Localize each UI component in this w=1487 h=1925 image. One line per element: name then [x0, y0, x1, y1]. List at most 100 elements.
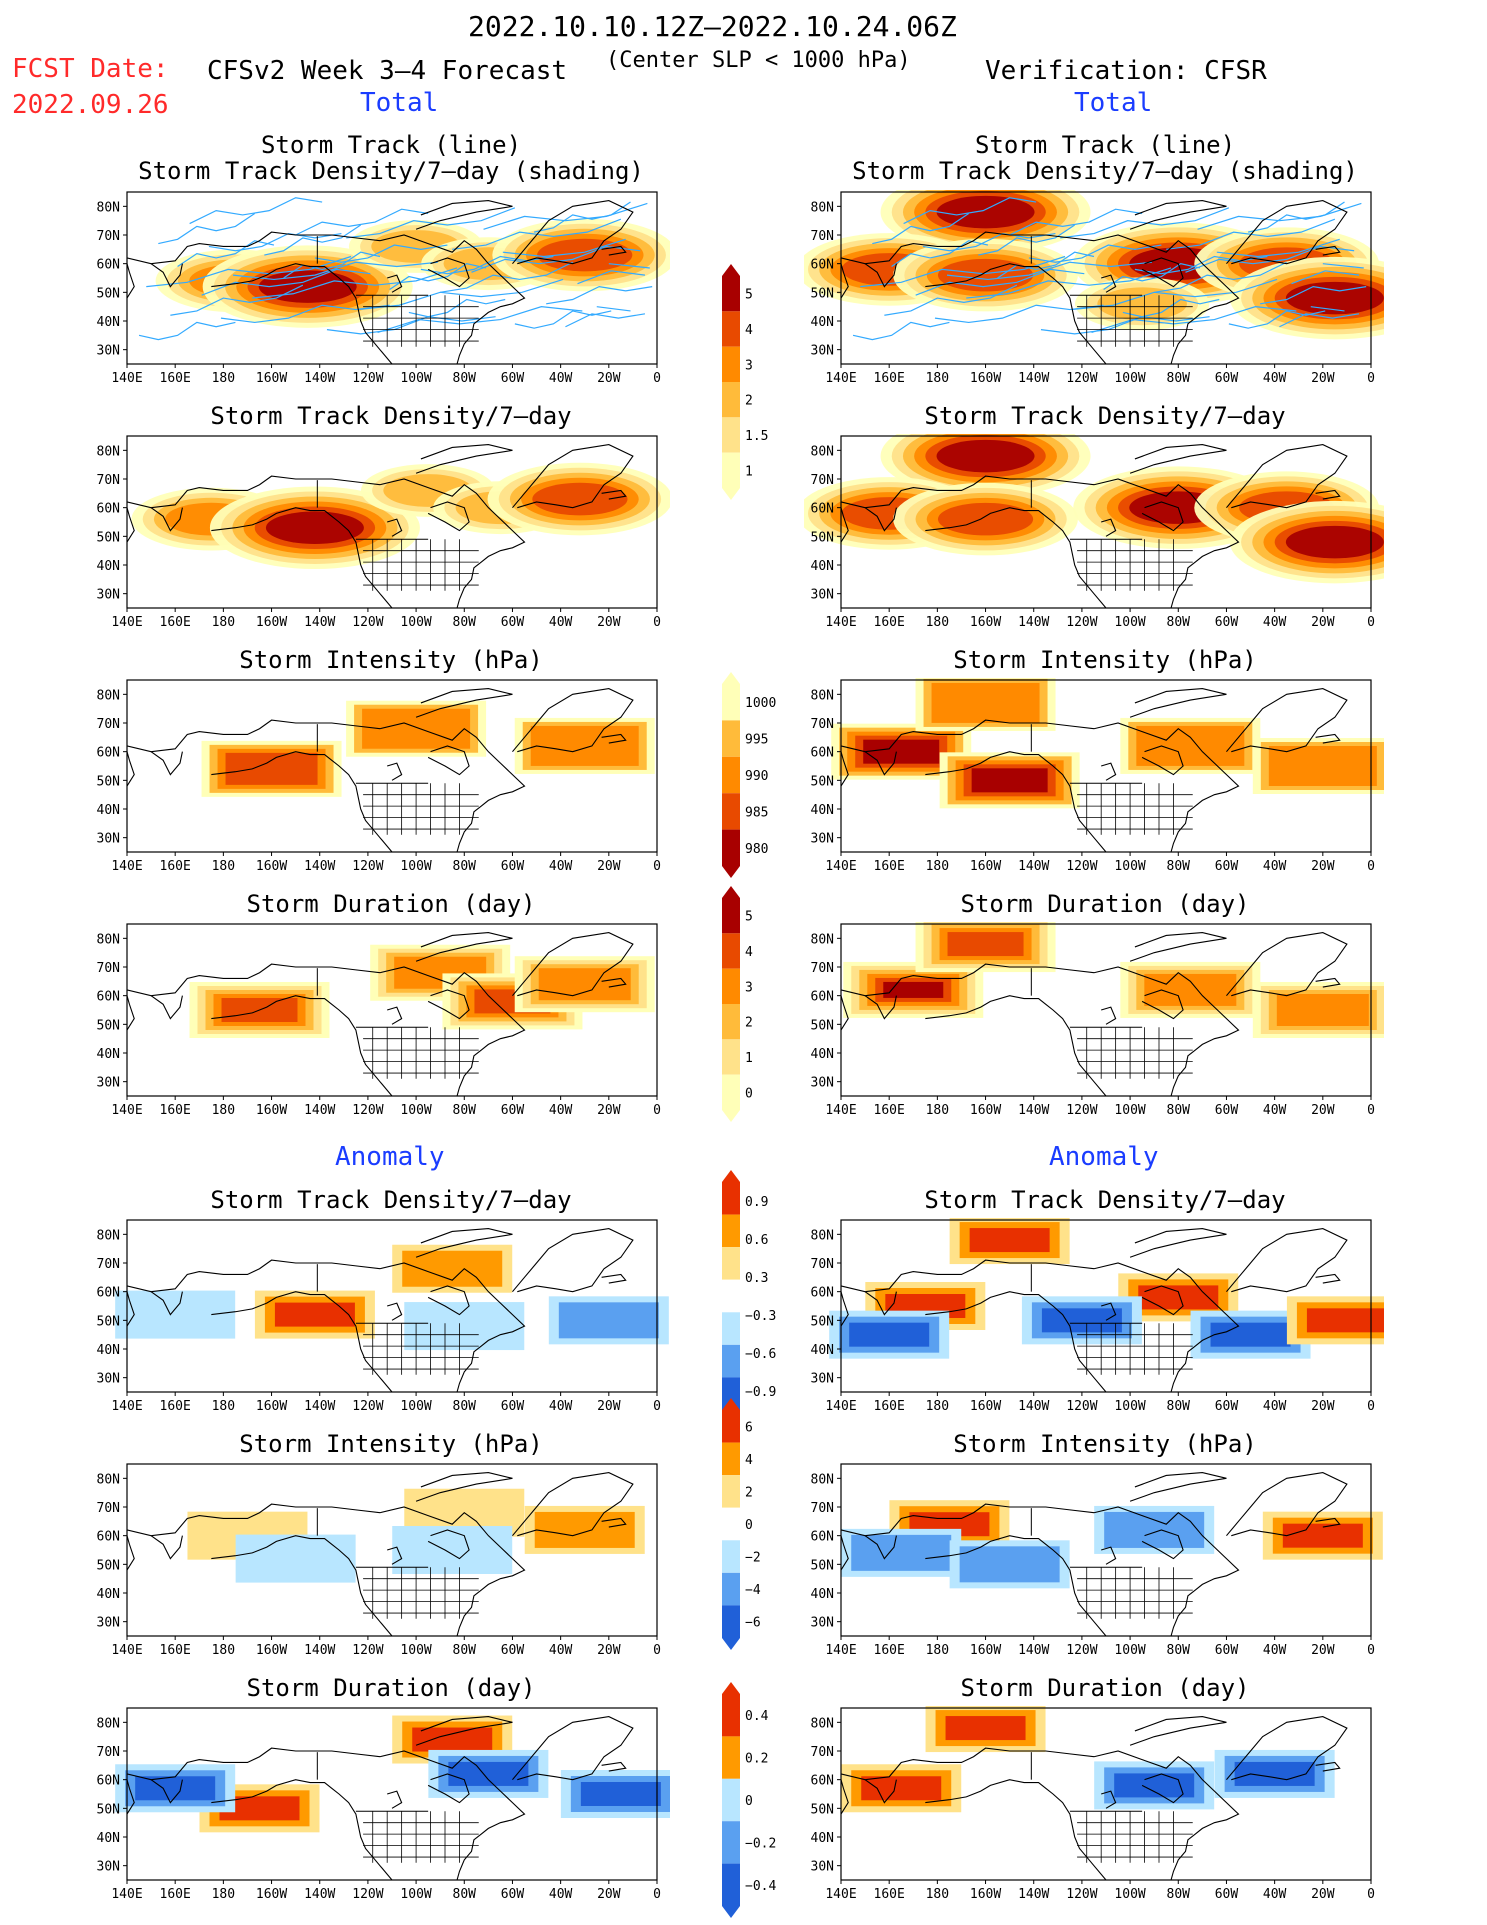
x-tick-label: 140W [1018, 1399, 1049, 1414]
x-tick-label: 140W [1018, 371, 1049, 386]
storm-track-line [966, 267, 1172, 299]
x-tick-label: 160W [256, 859, 287, 874]
colorbar-segment [722, 1377, 740, 1410]
x-tick-label: 160E [160, 371, 191, 386]
value-cell [931, 682, 1040, 723]
y-tick-label: 70N [811, 473, 834, 488]
x-tick-label: 60W [501, 1399, 525, 1414]
colorbar-segment [722, 417, 740, 453]
colorbar-label: 1 [745, 464, 753, 479]
x-tick-label: 140E [111, 1103, 142, 1118]
storm-track-line [138, 321, 236, 341]
coastline [925, 1779, 1107, 1881]
data-layer [115, 1244, 669, 1351]
map-panel-density-anom-verification: 80N 70N 60N 50N 40N 30N 140E 160E 180 160W 140W 120… [811, 1218, 1384, 1414]
x-tick-label: 140W [1018, 1643, 1049, 1658]
x-tick-label: 20W [597, 1103, 621, 1118]
colorbar-arrow [722, 1110, 740, 1122]
colorbar-label: −0.3 [745, 1309, 776, 1324]
x-tick-label: 0 [1367, 615, 1375, 630]
coastline [126, 751, 135, 787]
x-tick-label: 40W [1263, 859, 1287, 874]
x-tick-label: 100W [400, 1103, 431, 1118]
x-tick-label: 40W [549, 1887, 573, 1902]
value-cell [971, 768, 1048, 793]
plot-frame [840, 1219, 1372, 1393]
colorbar-label: 2 [745, 394, 753, 409]
colorbar-segment [722, 1182, 740, 1215]
coastline [925, 751, 1107, 853]
x-tick-label: 80W [453, 1399, 477, 1414]
x-tick-label: 0 [653, 1103, 661, 1118]
colorbar-segment [722, 382, 740, 418]
x-tick-label: 160E [874, 1399, 905, 1414]
colorbar-segment [722, 1540, 740, 1573]
coastline [150, 995, 183, 1020]
anomaly-label-left: Anomaly [335, 1142, 445, 1172]
y-tick-label: 70N [97, 473, 120, 488]
colorbar-density: 5 4 3 2 1.5 1 [722, 264, 768, 500]
y-tick-label: 80N [97, 1228, 120, 1243]
x-tick-label: 100W [1114, 371, 1145, 386]
storm-track-line [170, 284, 304, 316]
coastline [415, 1472, 513, 1502]
colorbar-label: 5 [745, 910, 753, 925]
panel-title: Storm Track Density/7–day [210, 1186, 572, 1214]
coastline [1101, 1006, 1117, 1025]
coastline [126, 1779, 135, 1815]
colorbar-label: 0.6 [745, 1233, 768, 1248]
x-tick-label: 180 [212, 1887, 235, 1902]
coastlines [840, 444, 1348, 609]
x-tick-label: 60W [1215, 615, 1239, 630]
storm-track-line [146, 255, 352, 288]
coastline [864, 1535, 897, 1560]
y-tick-label: 30N [811, 344, 834, 359]
storm-track-line [596, 306, 631, 312]
y-tick-label: 30N [811, 1616, 834, 1631]
y-tick-label: 60N [811, 746, 834, 761]
y-tick-label: 30N [97, 344, 120, 359]
x-tick-label: 180 [926, 1643, 949, 1658]
storm-track-line [946, 261, 1152, 281]
density-blob [936, 439, 1035, 473]
x-tick-label: 120W [352, 1103, 383, 1118]
panel-title: Storm Duration (day) [960, 890, 1250, 918]
panel-title: Storm Track Density/7–day (shading) [852, 157, 1358, 185]
coastlines [840, 932, 1348, 1097]
colorbar-label: 0.3 [745, 1271, 768, 1286]
colorbar-segment [722, 1039, 740, 1075]
coastlines [126, 932, 634, 1097]
y-tick-label: 70N [811, 1257, 834, 1272]
x-tick-label: 160E [160, 1887, 191, 1902]
x-tick-label: 20W [1311, 1887, 1335, 1902]
x-tick-label: 160E [160, 859, 191, 874]
y-tick-label: 50N [97, 286, 120, 301]
coastline [864, 1291, 897, 1316]
x-tick-label: 140W [304, 615, 335, 630]
x-tick-label: 180 [212, 615, 235, 630]
y-tick-label: 50N [97, 1018, 120, 1033]
panel-title: Storm Track Density/7–day [924, 1186, 1286, 1214]
x-tick-label: 40W [549, 859, 573, 874]
coastline [387, 1546, 403, 1565]
colorbar-label: 1 [745, 1051, 753, 1066]
x-tick-label: 140E [825, 1887, 856, 1902]
y-tick-label: 50N [97, 1802, 120, 1817]
coastline [1141, 257, 1184, 288]
colorbar-arrow [722, 1906, 740, 1918]
colorbar-label: 0.4 [745, 1709, 769, 1724]
panel-title: Storm Track Density/7–day (shading) [138, 157, 644, 185]
total-label-left: Total [360, 88, 439, 118]
y-tick-label: 50N [811, 530, 834, 545]
x-tick-label: 180 [212, 1399, 235, 1414]
y-tick-label: 60N [97, 1530, 120, 1545]
colorbar-label: 3 [745, 358, 753, 373]
x-tick-label: 60W [1215, 1643, 1239, 1658]
coastline [1226, 932, 1348, 997]
coastline [1141, 1773, 1184, 1804]
colorbar-label: 985 [745, 805, 768, 820]
x-tick-label: 20W [1311, 859, 1335, 874]
x-tick-label: 140W [1018, 615, 1049, 630]
value-cell [1136, 725, 1245, 766]
coastline [150, 1779, 183, 1804]
